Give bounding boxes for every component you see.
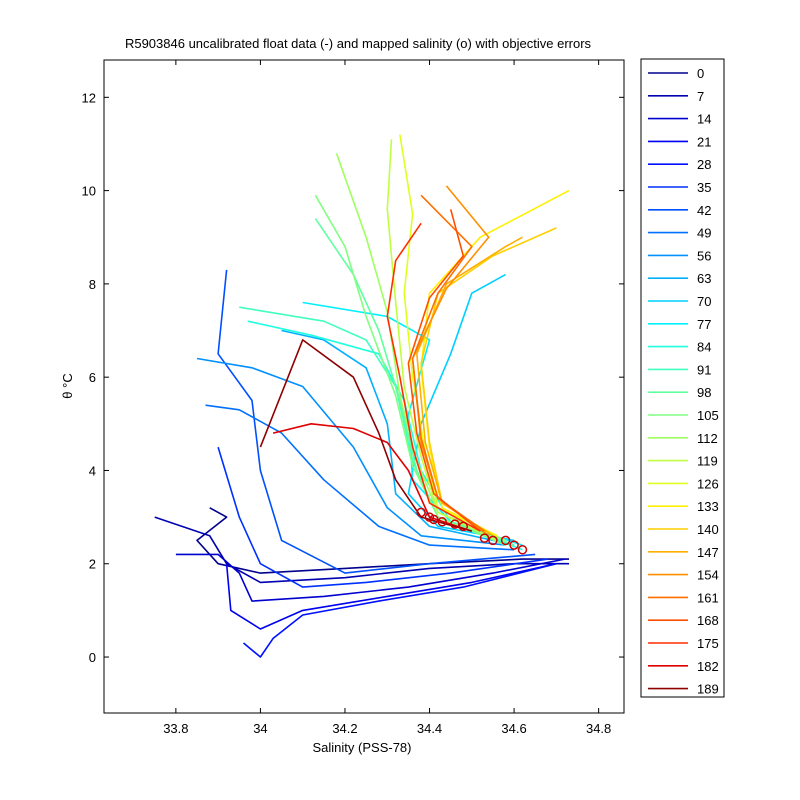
y-tick-label: 10 [82,184,96,199]
series-line-63 [281,329,515,546]
mapped-point [509,540,519,550]
x-tick-label: 34.8 [586,721,611,736]
mapped-point [429,514,439,525]
legend-label-70: 70 [697,294,711,309]
y-tick-label: 2 [89,557,96,572]
y-tick-label: 4 [89,463,96,478]
series-line-14 [175,553,565,602]
mapped-point [517,545,528,555]
legend-label-0: 0 [697,66,704,81]
legend-label-182: 182 [697,659,719,674]
mapped-point [437,517,447,527]
x-tick-label: 34.4 [417,721,442,736]
legend-label-161: 161 [697,590,719,605]
series-layer [154,134,570,658]
axes-layer: 33.8 34 34.2 34.4 34.6 34.8 0 2 4 6 8 10 12 [82,60,624,736]
mapped-point [458,521,469,532]
series-line-168 [407,209,481,532]
series-line-119 [386,139,498,542]
y-tick-label: 0 [89,650,96,665]
plot-area [103,59,625,714]
legend-label-168: 168 [697,613,719,628]
y-tick-label: 6 [89,370,96,385]
legend-label-98: 98 [697,385,711,400]
x-tick-label: 34.6 [501,721,526,736]
mapped-point [488,535,498,546]
legend-label-42: 42 [697,203,711,218]
legend-label-147: 147 [697,545,719,560]
series-line-147 [415,236,523,537]
series-line-182 [272,422,473,532]
series-line-105 [314,194,506,546]
series-line-175 [386,222,481,532]
mapped-point [479,533,490,543]
legend-label-105: 105 [697,408,719,423]
legend-label-14: 14 [697,112,711,127]
y-tick-label: 8 [89,277,96,292]
series-line-28 [242,562,557,658]
legend-label-112: 112 [697,431,718,446]
legend-label-63: 63 [697,271,711,286]
mapped-point [416,507,426,518]
legend-label-91: 91 [697,362,711,377]
legend-label-56: 56 [697,248,711,263]
legend: 0 7 14 21 28 35 42 49 56 63 70 77 84 91 98 105 112 119 126… [648,66,719,697]
legend-label-154: 154 [697,568,719,583]
legend-label-21: 21 [697,134,711,149]
legend-label-84: 84 [697,340,711,355]
legend-label-49: 49 [697,226,711,241]
legend-label-175: 175 [697,636,719,651]
legend-box [640,58,725,698]
series-line-0 [196,507,569,574]
series-line-49 [205,404,515,551]
x-axis-label: Salinity (PSS-78) [313,740,412,755]
x-tick-label: 33.8 [163,721,188,736]
series-line-42 [217,269,536,574]
series-line-35 [217,446,549,588]
chart-title: R5903846 uncalibrated float data (-) and… [125,36,592,51]
legend-label-35: 35 [697,180,711,195]
y-axis-label: θ °C [60,373,75,398]
legend-label-7: 7 [697,89,704,104]
x-tick-label: 34.2 [332,721,357,736]
legend-label-126: 126 [697,476,719,491]
y-tick-label: 12 [82,90,96,105]
legend-label-133: 133 [697,499,719,514]
series-line-21 [225,562,557,630]
legend-label-28: 28 [697,157,711,172]
legend-label-140: 140 [697,522,719,537]
mapped-point [500,535,511,546]
series-line-56 [196,357,506,546]
series-line-161 [411,194,485,532]
legend-label-119: 119 [697,454,718,469]
legend-label-77: 77 [697,317,711,332]
x-tick-label: 34 [253,721,267,736]
mapped-points-layer [416,507,528,555]
mapped-point [450,519,460,529]
legend-label-189: 189 [697,682,719,697]
series-line-7 [154,516,569,584]
